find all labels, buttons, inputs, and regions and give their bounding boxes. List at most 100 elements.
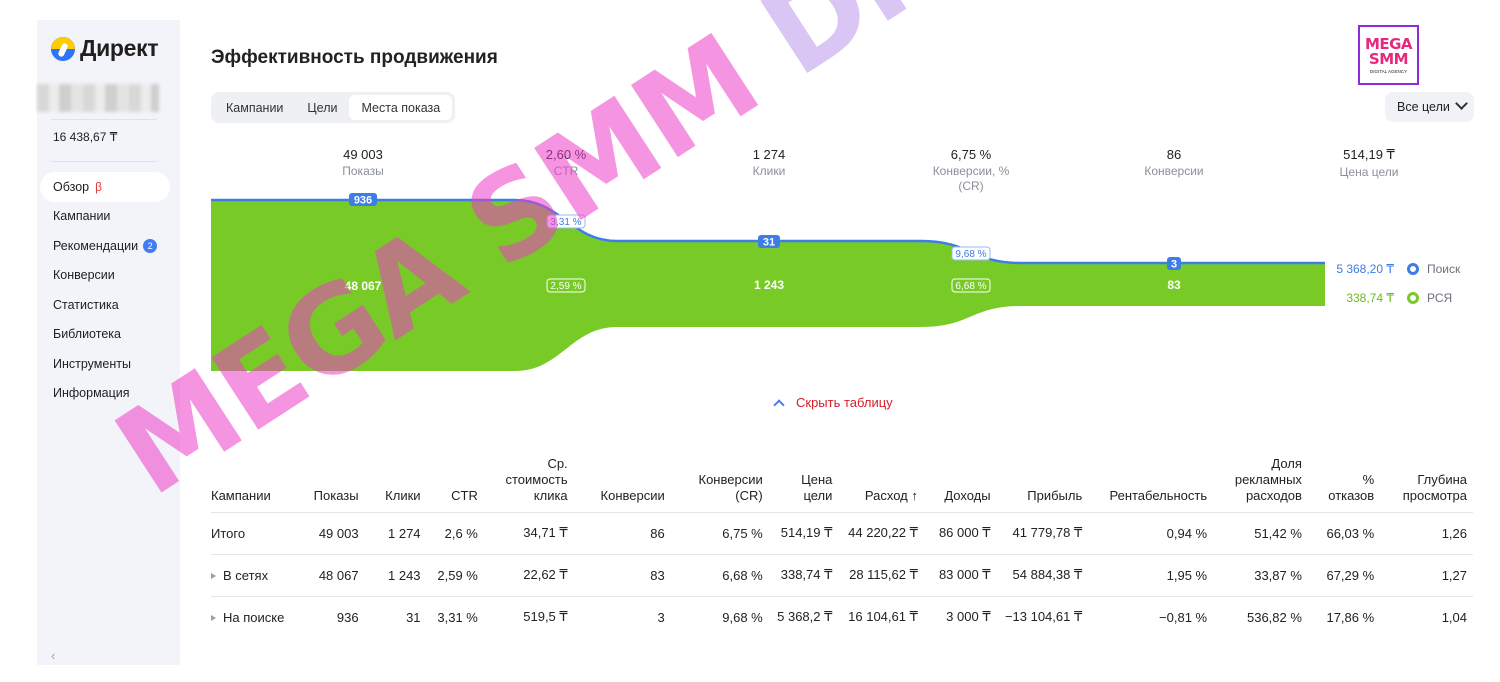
search-pill: 3 (1167, 257, 1181, 271)
brand-logo-line: SMM (1368, 49, 1409, 68)
metric-label: Конверсии (1144, 164, 1204, 178)
column-header[interactable]: Рентабельность (1109, 487, 1208, 503)
logo[interactable]: Директ (51, 35, 159, 62)
table-cell: 936 (297, 595, 365, 638)
network-pill: 6,68 % (951, 278, 991, 293)
column-header[interactable]: % отказов (1328, 471, 1375, 503)
brand-logo-line: MEGA (1364, 34, 1413, 53)
table-cell: 1 274 (364, 511, 427, 554)
network-value: 1 243 (754, 278, 784, 292)
legend-label: Поиск (1427, 262, 1461, 276)
table-cell: 1 243 (364, 553, 427, 596)
network-value: 83 (1167, 278, 1181, 292)
sidebar-item-statistics[interactable]: Статистика (40, 290, 170, 320)
table-cell: 1,27 (1380, 553, 1473, 596)
search-pill: 31 (758, 235, 780, 249)
table-row-search[interactable]: На поиске 936 31 3,31 % 519,5 ₸ 3 9,68 %… (211, 595, 1473, 638)
metric-ctr: 2,60 % CTR (501, 147, 631, 179)
table-cell: 49 003 (297, 511, 365, 554)
column-header[interactable]: Показы (313, 487, 359, 503)
svg-text:31: 31 (763, 237, 775, 249)
table-cell: 16 104,61 ₸ (838, 595, 924, 638)
chevron-left-icon[interactable]: ‹ (51, 648, 56, 663)
sidebar-item-recommendations[interactable]: Рекомендации 2 (40, 231, 170, 261)
network-value: 48 067 (345, 279, 382, 293)
svg-text:9,68 %: 9,68 % (955, 249, 986, 260)
column-header[interactable]: Конверсии (CR) (698, 471, 763, 503)
sidebar-item-label: Обзор (53, 179, 90, 194)
table-cell: 41 779,78 ₸ (996, 511, 1089, 554)
column-header[interactable]: Клики (385, 487, 421, 503)
divider (51, 161, 157, 162)
table-cell: 51,42 % (1213, 511, 1308, 554)
tab-campaigns[interactable]: Кампании (226, 100, 284, 115)
sidebar-item-campaigns[interactable]: Кампании (40, 202, 170, 232)
column-header[interactable]: Доходы (944, 487, 991, 503)
table-cell: 3 000 ₸ (923, 595, 997, 638)
table-cell-expandable[interactable]: На поиске (211, 595, 298, 638)
goals-select[interactable]: Все цели (1385, 92, 1474, 122)
metric-cr: 6,75 % Конверсии, % (CR) (926, 147, 1016, 194)
table-cell: 3,31 % (426, 595, 484, 638)
chevron-up-icon (773, 399, 785, 411)
table-cell: 67,29 % (1307, 553, 1381, 596)
column-header[interactable]: Ср. стоимость клика (505, 455, 568, 503)
legend-search[interactable]: 5 368,20 ₸ Поиск (1329, 262, 1460, 276)
account-balance[interactable]: 16 438,67 ₸ (53, 130, 118, 144)
brand-logo-caption: DIGITAL AGENCY (1369, 68, 1407, 74)
column-header[interactable]: Кампании (211, 487, 271, 503)
stats-table: Кампании Показы Клики CTR Ср. стоимость … (211, 442, 1473, 638)
table-cell: −0,81 % (1088, 595, 1214, 638)
table-cell: 66,03 % (1307, 511, 1381, 554)
svg-text:936: 936 (354, 195, 372, 207)
column-header[interactable]: Прибыль (1027, 487, 1083, 503)
svg-text:3,31 %: 3,31 % (550, 217, 581, 228)
column-header[interactable]: CTR (451, 487, 478, 503)
goals-select-value: Все цели (1397, 100, 1450, 114)
metric-clicks: 1 274 Клики (704, 147, 834, 179)
legend-network[interactable]: 338,74 ₸ РСЯ (1329, 291, 1452, 305)
metric-label: Конверсии, % (CR) (932, 164, 1010, 193)
legend-value: 338,74 ₸ (1346, 291, 1394, 305)
table-cell: 9,68 % (670, 595, 769, 638)
beta-badge: β (95, 179, 103, 194)
column-header[interactable]: Цена цели (801, 471, 833, 503)
table-cell: 5 368,2 ₸ (768, 595, 839, 638)
account-name-blurred[interactable] (37, 84, 159, 112)
column-header[interactable]: Глубина просмотра (1402, 471, 1467, 503)
metric-goal-cost: 514,19 ₸ Цена цели (1304, 147, 1434, 180)
brand-logo: MEGA SMM DIGITAL AGENCY (1358, 25, 1419, 85)
sidebar-item-information[interactable]: Информация (40, 379, 170, 409)
expand-triangle-icon[interactable] (211, 573, 216, 580)
column-header-sorted[interactable]: Расход ↑ (864, 487, 918, 503)
sidebar-item-label: Рекомендации (53, 238, 139, 253)
column-header[interactable]: Конверсии (600, 487, 665, 503)
svg-text:6,68 %: 6,68 % (955, 281, 986, 292)
tab-placements[interactable]: Места показа (349, 95, 453, 120)
sidebar-nav: Обзор β Кампании Рекомендации 2 Конверси… (40, 172, 170, 408)
table-cell: 17,86 % (1307, 595, 1381, 638)
hide-table-label: Скрыть таблицу (796, 395, 893, 410)
sidebar-item-conversions[interactable]: Конверсии (40, 261, 170, 291)
sidebar-item-label: Конверсии (53, 268, 115, 283)
search-pill: 9,68 % (951, 246, 991, 261)
table-cell-expandable[interactable]: В сетях (211, 553, 298, 596)
column-header[interactable]: Доля рекламных расходов (1234, 455, 1302, 503)
table-cell: 536,82 % (1213, 595, 1308, 638)
page-title: Эффективность продвижения (211, 47, 498, 68)
sidebar: Директ 16 438,67 ₸ Обзор β Кампании Реко… (37, 20, 180, 665)
table-cell: 0,94 % (1088, 511, 1214, 554)
metric-value: 6,75 % (950, 147, 992, 162)
sidebar-item-tools[interactable]: Инструменты (40, 349, 170, 379)
expand-triangle-icon[interactable] (211, 615, 216, 622)
tab-goals[interactable]: Цели (307, 100, 338, 115)
metric-value: 86 (1166, 147, 1182, 162)
table-cell: 54 884,38 ₸ (996, 553, 1089, 596)
table-cell: 31 (364, 595, 427, 638)
table-cell: 338,74 ₸ (768, 553, 839, 596)
hide-table-button[interactable]: Скрыть таблицу (773, 395, 893, 411)
sidebar-item-library[interactable]: Библиотека (40, 320, 170, 350)
sidebar-item-overview[interactable]: Обзор β (40, 172, 170, 202)
table-row-networks[interactable]: В сетях 48 067 1 243 2,59 % 22,62 ₸ 83 6… (211, 553, 1473, 596)
ring-icon (1407, 263, 1419, 275)
